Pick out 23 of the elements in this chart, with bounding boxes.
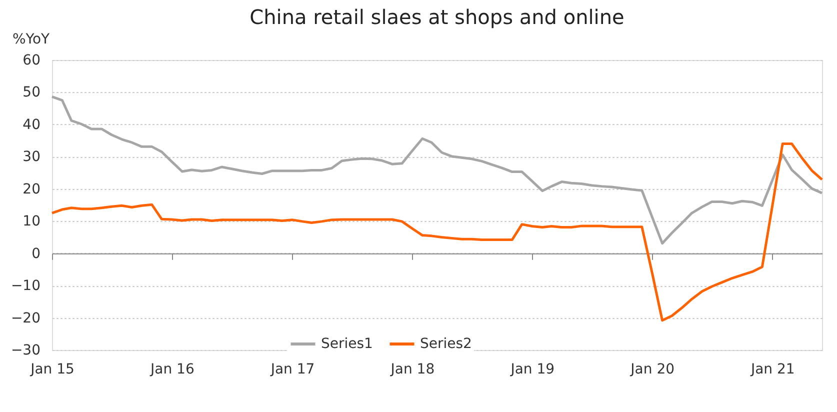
chart-title: China retail slaes at shops and online [250, 5, 624, 29]
y-tick-label: 30 [22, 149, 40, 166]
line-series [50, 95, 824, 245]
y-tick-label: 50 [22, 84, 40, 101]
x-tick-label: Jan 15 [30, 362, 74, 378]
y-axis-title: %YoY [12, 32, 50, 48]
legend-label: Series1 [321, 336, 373, 352]
line-series [50, 142, 824, 322]
y-tick-label: −20 [10, 310, 40, 326]
x-tick-label: Jan 21 [750, 362, 795, 378]
y-tick-label: 10 [22, 214, 40, 230]
x-tick-label: Jan 19 [510, 362, 555, 378]
x-tick-label: Jan 17 [270, 362, 315, 378]
legend-label: Series2 [420, 336, 472, 352]
x-tick-label: Jan 18 [390, 362, 435, 378]
y-tick-label: −30 [10, 342, 40, 358]
x-tick-label: Jan 20 [630, 362, 675, 378]
y-tick-label: −10 [10, 278, 40, 294]
y-tick-label: 60 [22, 52, 40, 68]
y-tick-label: 20 [22, 181, 40, 198]
y-tick-label: 0 [32, 246, 40, 262]
y-tick-label: 40 [22, 116, 40, 133]
x-tick-label: Jan 16 [150, 362, 194, 378]
